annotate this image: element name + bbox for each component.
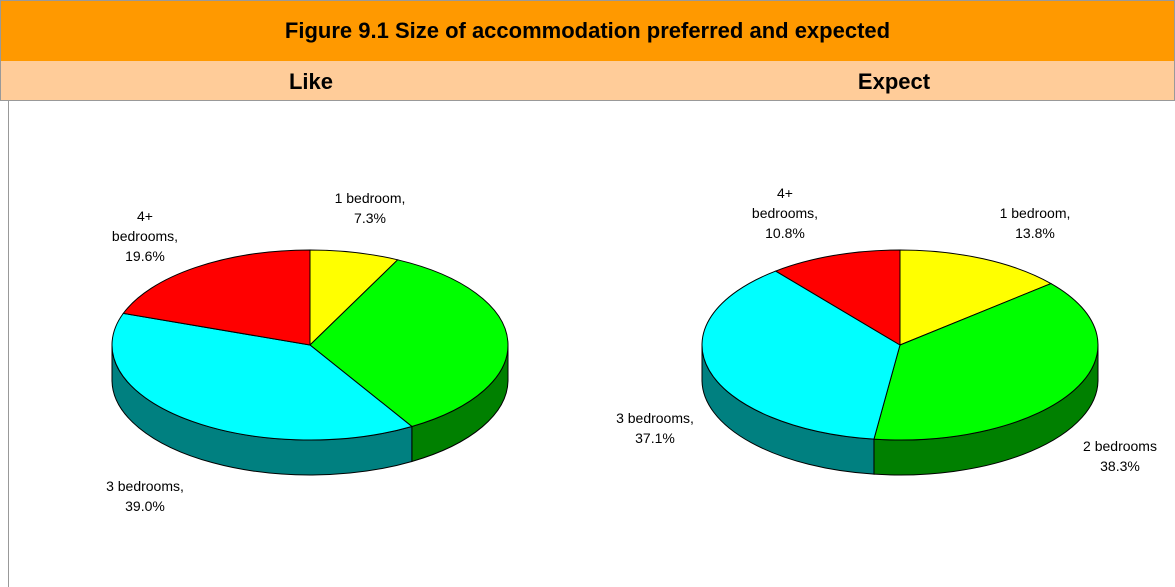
category: 1 bedroom, — [334, 190, 406, 206]
chart-title: Like — [288, 69, 334, 94]
value-label: 19.6% — [125, 248, 165, 264]
value-label: 10.8% — [765, 225, 805, 241]
slice-label: 2 bedrooms,34.1% — [490, 308, 503, 348]
pie-slice — [122, 249, 311, 346]
slice-label: 2 bedrooms 38.3% — [1070, 436, 1170, 476]
pie-slice — [701, 270, 901, 440]
pie-slice — [111, 312, 413, 441]
slice-label: 4+ bedrooms, 19.6% — [105, 206, 185, 266]
category: 1 bedroom, — [999, 205, 1071, 221]
value-label: 34.1% — [490, 328, 503, 348]
category: 2 bedrooms — [1083, 438, 1157, 454]
label-panel: 1 bedroom, 13.8% 2 bedrooms 38.3% 3 bedrooms… — [610, 101, 1175, 587]
pie-slice — [774, 249, 901, 346]
border — [8, 101, 9, 587]
subheader: Like Expect — [0, 61, 1175, 101]
figure-title: Figure 9.1 Size of accommodation preferr… — [0, 0, 1175, 61]
slice-label: 3 bedrooms, 37.1% — [610, 408, 710, 448]
pie-slice — [899, 249, 1053, 346]
pie-slice — [309, 259, 509, 428]
category: 4+ bedrooms, — [751, 185, 819, 221]
slice-label: 4+ bedrooms, 10.8% — [745, 183, 825, 243]
slice-label: 1 bedroom, 7.3% — [315, 188, 425, 228]
value-label: 37.1% — [635, 430, 675, 446]
slice-label: 3 bedrooms, 39.0% — [85, 476, 205, 516]
label-panel: 1 bedroom, 7.3% 2 bedrooms,34.1% 3 bedrooms… — [10, 101, 503, 587]
value-label: 39.0% — [125, 498, 165, 514]
category: 3 bedrooms, — [106, 478, 184, 494]
value-label: 7.3% — [354, 210, 386, 226]
value-label: 38.3% — [1100, 458, 1140, 474]
category: 2 bedrooms, — [490, 308, 503, 328]
slice-label: 1 bedroom, 13.8% — [980, 203, 1090, 243]
value-label: 13.8% — [1015, 225, 1055, 241]
chart-title: Expect — [857, 69, 931, 94]
category: 4+ bedrooms, — [111, 208, 179, 244]
pie-slice — [873, 282, 1099, 441]
category: 3 bedrooms, — [616, 410, 694, 426]
